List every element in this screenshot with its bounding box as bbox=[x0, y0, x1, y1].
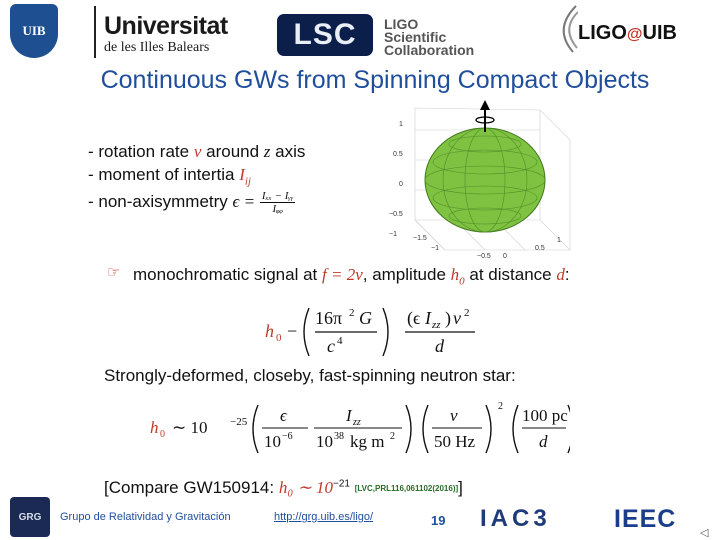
svg-text:0: 0 bbox=[399, 181, 403, 188]
svg-text:∼ 10: ∼ 10 bbox=[172, 418, 208, 437]
svg-text:4: 4 bbox=[337, 335, 343, 347]
university-subtitle: de les Illes Balears bbox=[104, 40, 210, 55]
amplitude-estimate-equation: h 0 ∼ 10 −25 ϵ 10 −6 I zz 10 38 kg m 2 ν… bbox=[150, 401, 570, 454]
svg-text:0: 0 bbox=[503, 253, 507, 260]
grg-logo: GRG bbox=[10, 497, 50, 537]
group-name: Grupo de Relatividad y Gravitación bbox=[60, 511, 231, 523]
svg-text:ϵ: ϵ bbox=[280, 406, 288, 425]
svg-text:): ) bbox=[445, 308, 451, 329]
svg-text:I: I bbox=[424, 308, 432, 328]
svg-text:c: c bbox=[327, 336, 335, 356]
svg-text:zz: zz bbox=[431, 319, 441, 331]
svg-text:100 pc: 100 pc bbox=[522, 406, 568, 425]
pointing-hand-icon: ☞ bbox=[107, 264, 121, 281]
ieec-logo: IEEC bbox=[614, 505, 677, 533]
slide-title: Continuous GWs from Spinning Compact Obj… bbox=[100, 66, 650, 94]
uib-divider bbox=[94, 6, 96, 58]
lsc-logo: LSC bbox=[277, 14, 373, 56]
svg-text:16π: 16π bbox=[315, 308, 342, 328]
svg-text:zz: zz bbox=[352, 417, 361, 428]
svg-text:−1: −1 bbox=[389, 231, 397, 238]
deformed-star-plot: 1 0.5 0 −0.5 −1 −1.5 −1 −0.5 0 0.5 1 bbox=[389, 100, 571, 260]
svg-text:10: 10 bbox=[316, 432, 333, 451]
svg-text:1: 1 bbox=[399, 121, 403, 128]
svg-text:0.5: 0.5 bbox=[535, 245, 545, 252]
svg-text:1: 1 bbox=[557, 237, 561, 244]
neutron-star-statement: Strongly-deformed, closeby, fast-spinnin… bbox=[104, 366, 516, 385]
svg-text:h: h bbox=[150, 418, 159, 437]
svg-text:d: d bbox=[539, 432, 548, 451]
svg-text:I: I bbox=[345, 406, 353, 425]
page-number: 19 bbox=[431, 513, 446, 528]
svg-text:−0.5: −0.5 bbox=[477, 253, 491, 260]
reference-citation: [LVC,PRL116,061102(2016)] bbox=[354, 484, 459, 494]
gw150914-comparison: [Compare GW150914: h₀ ∼ 10−21 [LVC,PRL11… bbox=[104, 478, 463, 497]
svg-text:d: d bbox=[435, 336, 445, 356]
svg-text:−0.5: −0.5 bbox=[389, 211, 403, 218]
svg-text:0: 0 bbox=[160, 429, 165, 440]
svg-text:10: 10 bbox=[264, 432, 281, 451]
svg-text:−25: −25 bbox=[230, 416, 248, 428]
amplitude-equation: h 0 − 16π 2 G c 4 (ϵ I zz ) ν 2 d bbox=[265, 307, 475, 357]
svg-text:ν: ν bbox=[453, 308, 461, 328]
uib-logo: UIB bbox=[10, 4, 58, 58]
ligo-uib-logo: LIGO@UIB bbox=[578, 22, 677, 44]
bullet-moment-of-inertia: - moment of intertia Iij bbox=[88, 165, 251, 188]
svg-text:kg m: kg m bbox=[350, 432, 384, 451]
bullet-non-axisymmetry: - non-axisymmetry ϵ = Iₓₓ − Iᵧᵧ Iᵩᵩ bbox=[88, 190, 296, 215]
svg-text:50 Hz: 50 Hz bbox=[434, 432, 476, 451]
svg-text:2: 2 bbox=[464, 307, 470, 319]
monochromatic-signal-line: monochromatic signal at f = 2ν, amplitud… bbox=[133, 265, 570, 288]
ligo-arcs-icon bbox=[562, 5, 578, 53]
svg-text:−: − bbox=[287, 321, 297, 341]
svg-text:0: 0 bbox=[276, 332, 282, 344]
bullet-rotation-rate: - rotation rate ν around z axis bbox=[88, 142, 306, 161]
svg-text:−6: −6 bbox=[282, 431, 293, 442]
non-axisymmetry-fraction: Iₓₓ − Iᵧᵧ Iᵩᵩ bbox=[259, 190, 296, 215]
svg-text:−1: −1 bbox=[431, 245, 439, 252]
svg-text:h: h bbox=[265, 321, 274, 341]
slide-nav-back-icon[interactable]: ◁ bbox=[700, 527, 709, 539]
svg-text:ν: ν bbox=[450, 406, 458, 425]
university-name: Universitat bbox=[104, 12, 228, 40]
group-website-link[interactable]: http://grg.uib.es/ligo/ bbox=[274, 511, 374, 523]
svg-text:(ϵ: (ϵ bbox=[407, 308, 420, 329]
svg-text:38: 38 bbox=[334, 431, 344, 442]
svg-text:2: 2 bbox=[390, 431, 395, 442]
iac3-logo: IAC3 bbox=[480, 505, 551, 532]
svg-text:−1.5: −1.5 bbox=[413, 235, 427, 242]
svg-text:0.5: 0.5 bbox=[393, 151, 403, 158]
lsc-logo-text: LIGO Scientific Collaboration bbox=[384, 16, 475, 58]
svg-text:2: 2 bbox=[349, 307, 355, 319]
svg-text:G: G bbox=[359, 308, 372, 328]
svg-text:2: 2 bbox=[498, 401, 503, 412]
